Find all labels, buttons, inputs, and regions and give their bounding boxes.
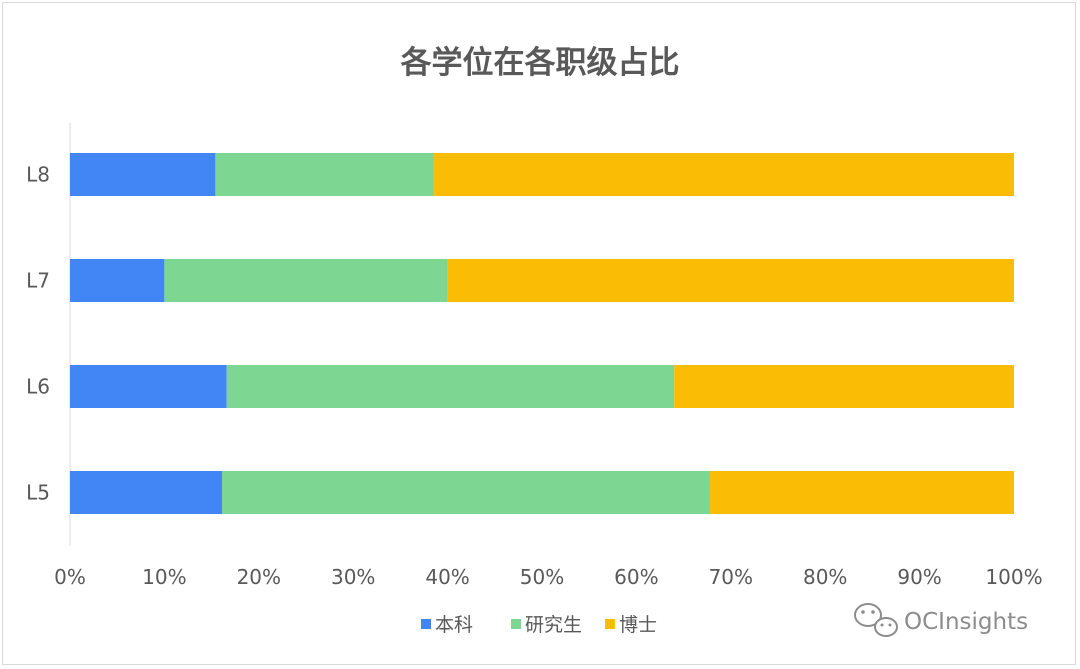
x-tick-label: 0% bbox=[54, 565, 86, 589]
watermark: OCInsights bbox=[854, 603, 1028, 637]
x-tick-label: 100% bbox=[985, 565, 1042, 589]
x-tick-label: 60% bbox=[614, 565, 658, 589]
bar-l7-series-1 bbox=[164, 259, 448, 302]
bar-l6-series-2 bbox=[674, 365, 1014, 408]
bar-l7-series-2 bbox=[447, 259, 1015, 302]
watermark-text: OCInsights bbox=[904, 609, 1028, 635]
x-tick-label: 50% bbox=[520, 565, 564, 589]
legend-label: 博士 bbox=[619, 614, 657, 636]
x-tick-label: 70% bbox=[709, 565, 753, 589]
x-tick-labels: 0% 10% 20% 30% 40% 50% 60% 70% 80% 90% 100% bbox=[54, 565, 1042, 589]
y-tick-label: L5 bbox=[26, 481, 50, 505]
legend-label: 本科 bbox=[435, 614, 473, 636]
legend-label: 研究生 bbox=[525, 614, 582, 636]
x-tick-label: 20% bbox=[237, 565, 281, 589]
legend: 本科 研究生 博士 bbox=[421, 614, 657, 636]
bar-l8-series-1 bbox=[215, 153, 434, 196]
bar-l6-series-0 bbox=[70, 365, 227, 408]
x-tick-label: 40% bbox=[425, 565, 469, 589]
bar-l7-series-0 bbox=[70, 259, 165, 302]
chart-title: 各学位在各职级占比 bbox=[400, 45, 680, 81]
bars-layer bbox=[70, 153, 1015, 514]
bar-l5-series-1 bbox=[222, 471, 710, 514]
bar-l6-series-1 bbox=[226, 365, 675, 408]
x-tick-label: 30% bbox=[331, 565, 375, 589]
y-tick-labels: L8 L7 L6 L5 bbox=[26, 163, 50, 505]
wechat-icon bbox=[854, 603, 898, 637]
y-tick-label: L6 bbox=[26, 375, 50, 399]
x-tick-label: 10% bbox=[142, 565, 186, 589]
y-tick-label: L8 bbox=[26, 163, 50, 187]
x-tick-label: 90% bbox=[897, 565, 941, 589]
x-tick-label: 80% bbox=[803, 565, 847, 589]
bar-l5-series-0 bbox=[70, 471, 222, 514]
bar-l8-series-0 bbox=[70, 153, 216, 196]
legend-swatch bbox=[421, 619, 431, 629]
legend-swatch bbox=[511, 619, 521, 629]
bar-l8-series-2 bbox=[433, 153, 1014, 196]
bar-l5-series-2 bbox=[710, 471, 1014, 514]
legend-swatch bbox=[605, 619, 615, 629]
y-tick-label: L7 bbox=[26, 269, 50, 293]
